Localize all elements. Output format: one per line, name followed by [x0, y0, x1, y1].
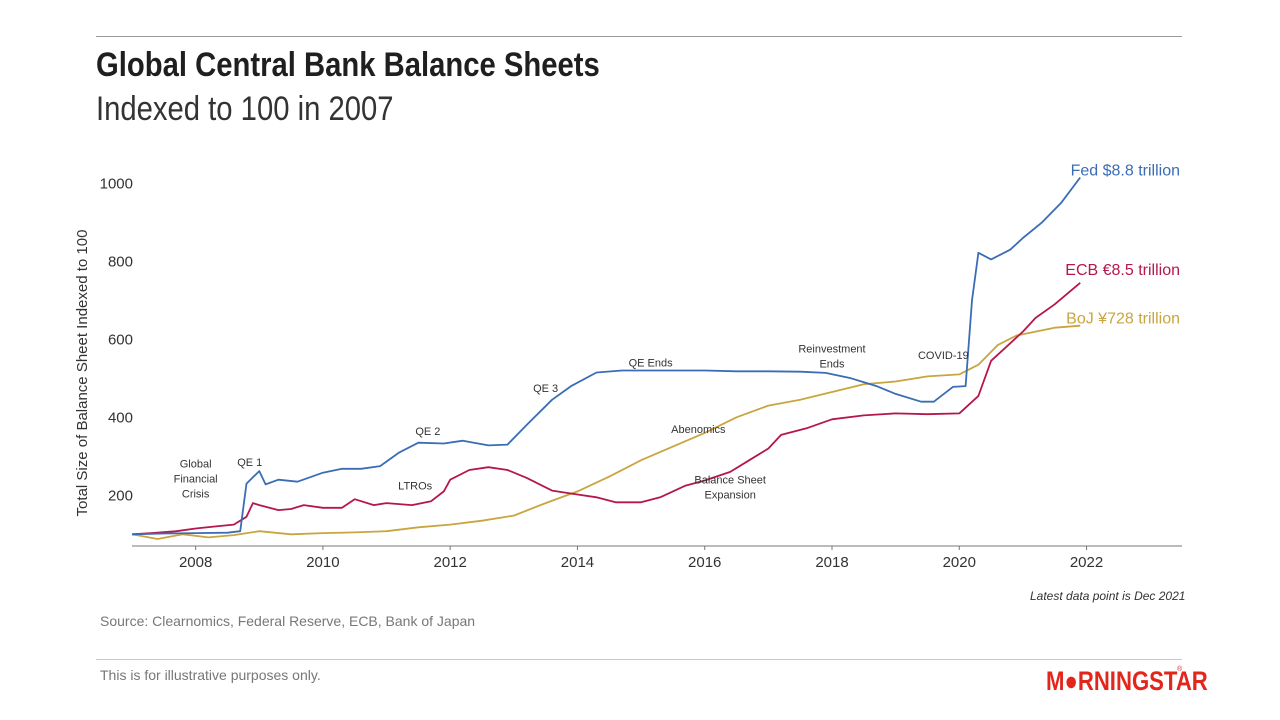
- y-tick-label: 200: [108, 487, 133, 504]
- y-tick-label: 800: [108, 253, 133, 270]
- disclaimer: This is for illustrative purposes only.: [100, 667, 321, 683]
- chart-title: Global Central Bank Balance Sheets: [96, 46, 600, 84]
- series-lines: [131, 176, 1081, 540]
- x-tick-label: 2012: [433, 554, 466, 571]
- x-tick-label: 2022: [1070, 554, 1103, 571]
- y-axis-label: Total Size of Balance Sheet Indexed to 1…: [74, 230, 91, 517]
- bottom-rule: [96, 659, 1182, 660]
- x-tick-label: 2010: [306, 554, 339, 571]
- x-tick-label: 2008: [179, 554, 212, 571]
- y-tick-label: 400: [108, 409, 133, 426]
- y-tick-label: 600: [108, 331, 133, 348]
- annotation-label: LTROs: [398, 480, 433, 492]
- annotation-label: Crisis: [182, 488, 210, 500]
- series-line-fed: [131, 176, 1081, 536]
- x-tick-label: 2020: [943, 554, 976, 571]
- source-note: Source: Clearnomics, Federal Reserve, EC…: [100, 613, 476, 629]
- end-label-fed: Fed $8.8 trillion: [1071, 163, 1180, 180]
- end-label-ecb: ECB €8.5 trillion: [1065, 262, 1180, 279]
- x-tick-label: 2018: [815, 554, 848, 571]
- latest-data-note: Latest data point is Dec 2021: [1030, 589, 1186, 603]
- end-label-boj: BoJ ¥728 trillion: [1066, 311, 1180, 328]
- annotation-label: Global: [180, 458, 212, 470]
- registered-mark-icon: ®: [1177, 666, 1183, 673]
- morningstar-logo: M●RNINGSTAR: [1046, 666, 1208, 696]
- chart-axes: 2008 2010 2012 2014 2016 2018 2020 2022 200 400 60…: [74, 175, 1182, 571]
- annotation-label: QE 1: [237, 457, 262, 469]
- annotation-label: Financial: [174, 473, 218, 485]
- top-rule: [96, 36, 1182, 37]
- series-line-ecb: [131, 282, 1081, 536]
- logo-o-icon: ●: [1064, 666, 1078, 696]
- annotation-label: Balance Sheet: [694, 474, 766, 486]
- y-tick-label: 1000: [100, 175, 133, 192]
- x-tick-label: 2016: [688, 554, 721, 571]
- annotation-label: COVID-19: [918, 350, 969, 362]
- annotation-label: Reinvestment: [798, 344, 865, 356]
- annotation-label: Ends: [819, 359, 845, 371]
- annotations: Global Financial Crisis QE 1 LTROs QE 2 QE 3 QE…: [174, 344, 969, 502]
- x-tick-label: 2014: [561, 554, 594, 571]
- end-labels: Fed $8.8 trillion ECB €8.5 trillion BoJ ¥7…: [1065, 163, 1180, 328]
- series-line-boj: [131, 324, 1081, 540]
- chart-subtitle: Indexed to 100 in 2007: [96, 90, 394, 128]
- annotation-label: QE 3: [533, 383, 558, 395]
- annotation-label: Expansion: [704, 489, 755, 501]
- annotation-label: QE 2: [415, 426, 440, 438]
- annotation-label: Abenomics: [671, 424, 726, 436]
- annotation-label: QE Ends: [629, 358, 674, 370]
